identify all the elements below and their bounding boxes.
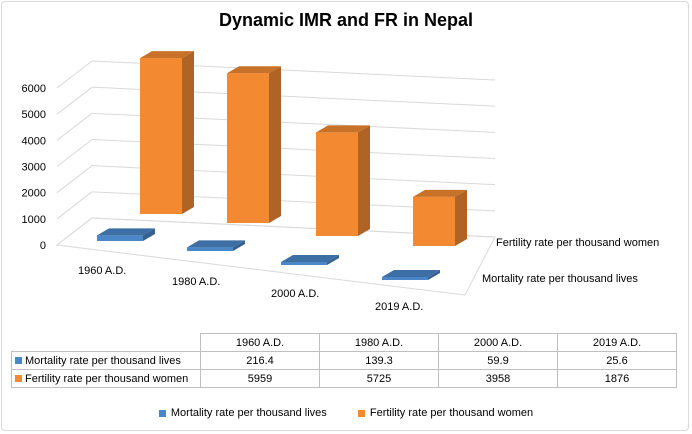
table-cell: 59.9 — [438, 351, 558, 370]
fertility-bar — [140, 58, 182, 215]
table-cell: 1876 — [557, 369, 677, 388]
legend-item-fertility: Fertility rate per thousand women — [357, 407, 533, 419]
y-tick-label: 5000 — [22, 109, 46, 121]
fertility-bar-side — [455, 189, 467, 246]
floor — [55, 217, 496, 296]
x-tick-label: 2019 A.D. — [375, 301, 423, 313]
mortality-bar — [187, 247, 233, 251]
table-cell: 139.3 — [319, 351, 439, 370]
mortality-bar-side — [143, 228, 155, 241]
fertility-bar-top — [227, 66, 281, 74]
data-table: 1960 A.D. 1980 A.D. 2000 A.D. 2019 A.D. … — [11, 333, 677, 388]
fertility-bar-top — [316, 125, 370, 133]
y-tick-label: 4000 — [22, 135, 46, 147]
depth-label-mortality: Mortality rate per thousand lives — [482, 273, 638, 285]
fertility-bar — [413, 196, 455, 246]
gridline-side — [56, 112, 93, 141]
y-tick-label: 2000 — [22, 188, 46, 200]
table-cell: 216.4 — [200, 351, 320, 370]
mortality-bar-side — [233, 240, 245, 251]
table-cell: 5725 — [319, 369, 439, 388]
table-cell: 3958 — [438, 369, 558, 388]
mortality-bar-side — [327, 255, 339, 265]
mortality-bar-top — [281, 255, 339, 262]
legend-item-mortality: Mortality rate per thousand lives — [158, 407, 327, 419]
depth-label-fertility: Fertility rate per thousand women — [496, 237, 659, 249]
gridline-side — [56, 165, 93, 194]
chart-legend: Mortality rate per thousand lives Fertil… — [0, 407, 692, 419]
chart-title: Dynamic IMR and FR in Nepal — [218, 10, 474, 30]
mortality-bar — [97, 235, 143, 241]
mortality-bar — [281, 262, 327, 265]
table-header-cell: 2000 A.D. — [438, 333, 558, 352]
gridline-side — [56, 139, 93, 167]
table-row-label: Mortality rate per thousand lives — [11, 351, 201, 370]
y-tick-label: 0 — [40, 240, 46, 252]
fertility-bar — [316, 132, 358, 236]
table-header-cell: 1960 A.D. — [200, 333, 320, 352]
fertility-bar-top — [413, 189, 467, 197]
legend-swatch — [158, 409, 166, 417]
table-header-row: 1960 A.D. 1980 A.D. 2000 A.D. 2019 A.D. — [11, 333, 677, 352]
table-cell: 25.6 — [557, 351, 677, 370]
table-row-label: Fertility rate per thousand women — [11, 369, 201, 388]
gridline-side — [56, 60, 93, 89]
mortality-swatch — [15, 357, 22, 365]
legend-swatch — [357, 409, 365, 417]
fertility-swatch — [15, 375, 22, 383]
fertility-bar-top — [140, 51, 194, 59]
chart-plot-area: 0 1000 2000 3000 4000 5000 6000 1960 A.D. 1980 A… — [22, 51, 659, 313]
fertility-bar-side — [269, 66, 281, 223]
y-tick-label: 3000 — [22, 162, 46, 174]
gridline-side — [56, 86, 93, 115]
y-tick-label: 1000 — [22, 214, 46, 226]
table-header-cell: 1980 A.D. — [319, 333, 439, 352]
gridline-side — [56, 191, 93, 220]
x-tick-label: 1980 A.D. — [172, 276, 220, 288]
mortality-bar-side — [428, 270, 440, 280]
table-row: Fertility rate per thousand women 5959 5… — [11, 369, 677, 388]
x-tick-label: 2000 A.D. — [271, 288, 319, 300]
fertility-bar-side — [182, 51, 194, 215]
mortality-bar-top — [187, 240, 245, 248]
fertility-bar-side — [358, 125, 370, 236]
y-tick-label: 6000 — [22, 83, 46, 95]
mortality-bar-top — [97, 228, 155, 236]
table-row: Mortality rate per thousand lives 216.4 … — [11, 351, 677, 370]
fertility-bar — [227, 73, 269, 223]
x-tick-label: 1960 A.D. — [78, 265, 126, 277]
mortality-bar-top — [382, 270, 440, 277]
mortality-bar — [382, 277, 428, 280]
table-cell: 5959 — [200, 369, 320, 388]
table-header-cell: 2019 A.D. — [557, 333, 677, 352]
table-corner-cell — [11, 333, 201, 352]
